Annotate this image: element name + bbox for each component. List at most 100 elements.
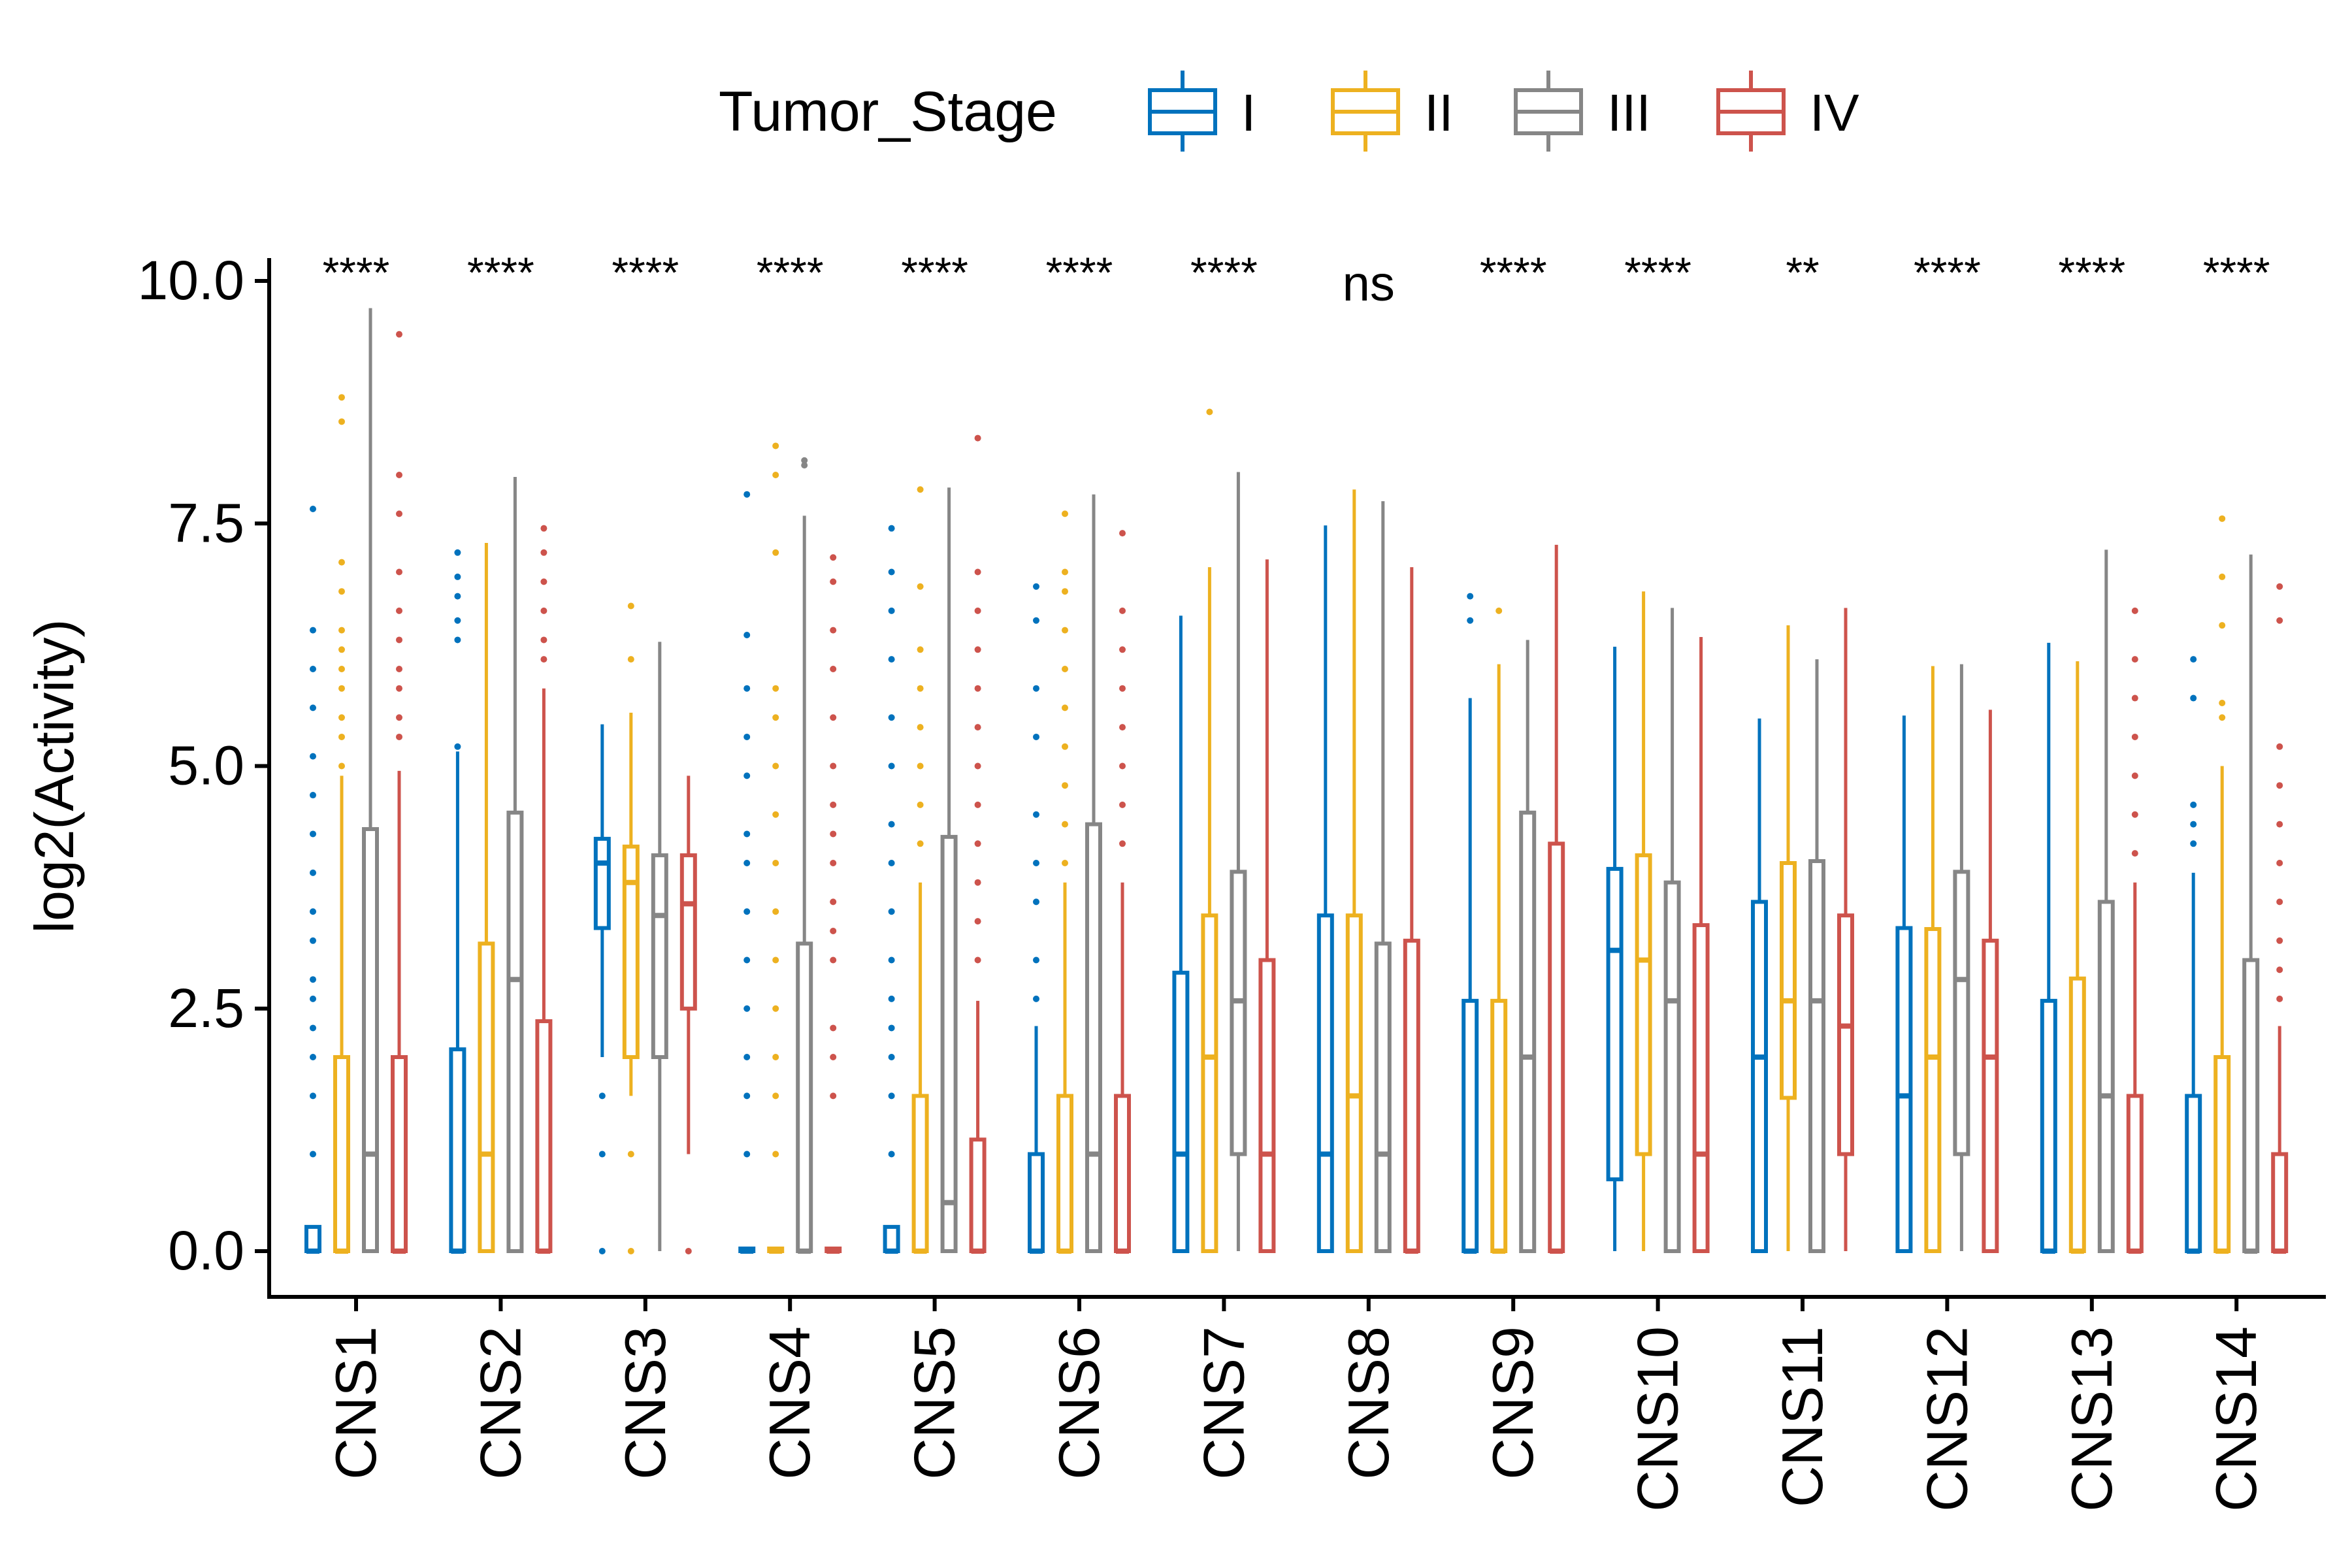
outlier-point xyxy=(396,568,402,576)
outlier-point xyxy=(627,1248,634,1254)
outlier-point xyxy=(917,724,924,731)
outlier-point xyxy=(338,418,345,425)
outlier-point xyxy=(310,792,316,799)
box-CNS6-III xyxy=(1085,494,1102,1253)
outlier-point xyxy=(454,636,461,644)
box-CNS12-IV xyxy=(1982,710,1999,1254)
box xyxy=(1172,970,1190,1254)
box-CNS7-III xyxy=(1230,472,1247,1251)
box-CNS7-I xyxy=(1172,615,1190,1254)
outlier-point xyxy=(772,472,779,478)
outlier-point xyxy=(338,714,345,721)
outlier-point xyxy=(396,472,402,478)
box-CNS10-IV xyxy=(1692,636,1710,1254)
outlier-point xyxy=(598,1151,606,1158)
outlier-point xyxy=(454,617,461,624)
box-CNS2-III xyxy=(506,476,524,1253)
outlier-point xyxy=(772,549,779,556)
outlier-point xyxy=(310,627,316,634)
box-CNS10-II xyxy=(1635,591,1652,1251)
x-tick-label: CNS6 xyxy=(1047,1326,1111,1480)
outlier-point xyxy=(974,434,981,442)
box-CNS5-II xyxy=(911,486,929,1254)
box-CNS10-III xyxy=(1663,608,1681,1253)
box-CNS3-II xyxy=(622,602,640,1254)
outlier-point xyxy=(974,724,981,731)
significance-label: **** xyxy=(1480,248,1547,297)
outlier-point xyxy=(743,1151,751,1158)
box-CNS9-III xyxy=(1519,640,1537,1253)
outlier-point xyxy=(1495,607,1503,614)
box xyxy=(969,1137,987,1253)
x-tick-label: CNS8 xyxy=(1336,1326,1401,1480)
outlier-point xyxy=(2131,694,2138,702)
box xyxy=(1895,926,1913,1253)
box-CNS4-IV xyxy=(825,554,842,1254)
box-CNS1-III xyxy=(362,308,379,1253)
outlier-point xyxy=(310,1024,316,1032)
x-tick-label: CNS14 xyxy=(2204,1326,2268,1512)
outlier-point xyxy=(1033,860,1039,866)
box-CNS12-I xyxy=(1895,715,1913,1253)
box xyxy=(911,1094,929,1254)
outlier-point xyxy=(772,762,779,770)
outlier-point xyxy=(772,1054,779,1060)
box-CNS6-II xyxy=(1056,510,1073,1254)
outlier-point xyxy=(888,908,895,915)
outlier-point xyxy=(830,860,837,866)
box xyxy=(391,1055,408,1253)
outlier-point xyxy=(888,1054,895,1060)
outlier-point xyxy=(1062,588,1068,595)
box xyxy=(1837,913,1854,1156)
outlier-point xyxy=(772,956,779,964)
y-tick-label: 10.0 xyxy=(138,250,245,311)
outlier-point xyxy=(2219,573,2226,580)
box-CNS5-I xyxy=(883,525,900,1254)
outlier-point xyxy=(888,1092,895,1100)
outlier-point xyxy=(338,685,345,692)
outlier-point xyxy=(974,879,981,886)
outlier-point xyxy=(396,685,402,692)
outlier-point xyxy=(310,908,316,915)
outlier-point xyxy=(2276,743,2283,750)
x-tick-label: CNS1 xyxy=(323,1326,388,1480)
legend-item-III: III xyxy=(1514,71,1651,152)
outlier-point xyxy=(2190,821,2197,828)
outlier-point xyxy=(310,1054,316,1060)
significance-label: **** xyxy=(757,248,824,297)
outlier-point xyxy=(1119,762,1126,770)
outlier-point xyxy=(396,733,402,740)
box xyxy=(1953,870,1970,1156)
outlier-point xyxy=(1119,801,1126,808)
outlier-point xyxy=(310,995,316,1002)
outlier-point xyxy=(540,549,547,556)
box xyxy=(535,1019,553,1254)
box-CNS13-II xyxy=(2068,661,2086,1254)
box xyxy=(1345,913,1363,1253)
outlier-point xyxy=(1033,811,1039,818)
outlier-point xyxy=(1119,685,1126,692)
box xyxy=(478,941,495,1253)
outlier-point xyxy=(888,568,895,576)
outlier-point xyxy=(974,762,981,770)
outlier-point xyxy=(830,578,837,585)
significance-label: **** xyxy=(2058,248,2125,297)
box-CNS2-II xyxy=(478,542,495,1253)
outlier-point xyxy=(310,830,316,838)
outlier-point xyxy=(743,1054,751,1060)
outlier-point xyxy=(1062,704,1068,711)
outlier-point xyxy=(2276,617,2283,624)
x-tick-label: CNS4 xyxy=(757,1326,822,1480)
box-CNS14-I xyxy=(2185,656,2202,1254)
outlier-point xyxy=(888,860,895,866)
box-CNS3-IV xyxy=(679,776,697,1254)
series-III xyxy=(362,308,2260,1254)
box-CNS8-II xyxy=(1345,489,1363,1253)
outlier-point xyxy=(772,908,779,915)
outlier-point xyxy=(1033,733,1039,740)
box-CNS7-II xyxy=(1201,408,1218,1253)
axes: 0.0 2.5 5.0 7.5 10.0 CNS1 CNS2 CNS3 CNS4 CNS5 CNS6… xyxy=(138,250,2326,1512)
legend-key-III xyxy=(1514,71,1583,152)
box xyxy=(2068,976,2086,1253)
outlier-point xyxy=(338,666,345,672)
